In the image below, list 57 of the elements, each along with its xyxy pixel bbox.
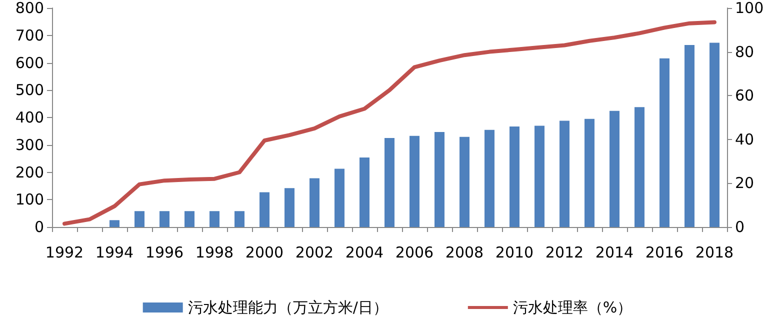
bar [360, 157, 370, 227]
bar [334, 168, 344, 227]
x-tick-label: 2012 [545, 244, 584, 262]
bar [184, 211, 194, 227]
y-tick-label: 100 [15, 190, 44, 209]
bar [110, 220, 120, 227]
y-tick-label: 500 [15, 81, 44, 100]
bar [260, 192, 270, 227]
bar [484, 130, 494, 227]
bar [434, 132, 444, 227]
bar [534, 126, 544, 227]
x-tick-label: 1998 [195, 244, 234, 262]
bar [634, 107, 644, 227]
line-series [62, 20, 716, 226]
y-tick-label: 700 [15, 26, 44, 44]
bar [610, 110, 620, 227]
bar [684, 44, 694, 227]
legend-label: 污水处理率（%） [512, 298, 632, 316]
legend-label: 污水处理能力（万立方米/日） [188, 298, 388, 316]
y2-tick-label: 40 [735, 130, 754, 148]
y-tick-label: 300 [15, 136, 44, 154]
bar [710, 42, 720, 227]
y2-tick-label: 80 [735, 42, 754, 61]
bar [284, 188, 294, 227]
bar [460, 136, 470, 227]
y-tick-label: 400 [15, 108, 44, 126]
y-tick-label: 600 [15, 54, 44, 72]
bar [410, 136, 420, 227]
y2-tick-label: 60 [735, 86, 754, 105]
bar [210, 211, 220, 227]
bar [134, 211, 144, 227]
x-tick-label: 2018 [695, 244, 734, 262]
bar [660, 58, 670, 227]
y2-tick-label: 100 [735, 0, 764, 17]
x-tick-label: 2014 [595, 244, 634, 262]
x-tick-label: 1996 [145, 244, 184, 262]
x-tick-label: 2008 [445, 244, 484, 262]
x-tick-label: 1994 [95, 244, 134, 262]
x-tick-label: 1992 [45, 244, 84, 262]
bar [234, 211, 244, 227]
bar [384, 138, 394, 227]
x-tick-label: 2002 [295, 244, 334, 262]
x-tick-label: 2016 [645, 244, 684, 262]
x-tick-label: 2010 [495, 244, 534, 262]
bar [510, 126, 520, 227]
x-tick-label: 2006 [395, 244, 434, 262]
x-tick-label: 2004 [345, 244, 384, 262]
y-tick-label: 0 [34, 218, 44, 236]
y-tick-label: 800 [15, 0, 44, 17]
y2-tick-label: 20 [735, 174, 754, 192]
bar [560, 120, 570, 227]
bar [584, 118, 594, 227]
y-tick-label: 200 [15, 163, 44, 182]
y2-tick-label: 0 [735, 218, 745, 236]
bar [160, 211, 170, 227]
x-tick-label: 2000 [245, 244, 284, 262]
bar [310, 178, 320, 227]
